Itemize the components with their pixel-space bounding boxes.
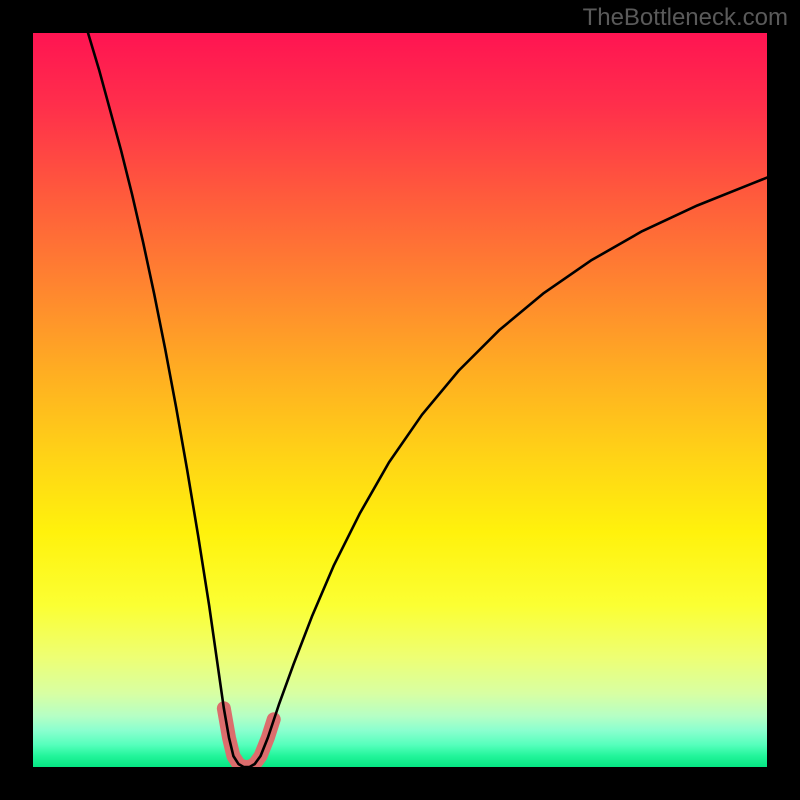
bottleneck-curve [88,33,767,767]
bottleneck-highlight-curve [224,708,274,767]
plot-area [33,33,767,767]
chart-stage: TheBottleneck.com [0,0,800,800]
curve-overlay [33,33,767,767]
watermark-text: TheBottleneck.com [583,4,788,32]
